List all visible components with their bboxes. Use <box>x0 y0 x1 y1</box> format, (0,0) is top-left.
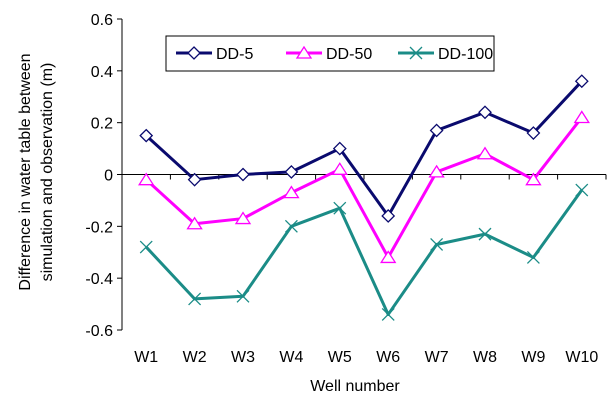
x-tick-label: W8 <box>473 349 497 366</box>
data-point-dd-50 <box>476 146 494 160</box>
legend-label-dd-100: DD-100 <box>438 46 493 63</box>
x-tick-label: W6 <box>376 349 400 366</box>
data-point-dd-5 <box>478 105 492 120</box>
series-line-dd-50 <box>145 116 583 259</box>
data-point-dd-100 <box>188 292 202 306</box>
data-point-dd-100 <box>236 289 250 303</box>
x-tick-label: W5 <box>328 349 352 366</box>
data-point-dd-100 <box>139 240 153 254</box>
data-point-dd-50 <box>234 211 252 225</box>
data-point-dd-50 <box>331 162 348 175</box>
legend-box <box>165 35 495 72</box>
data-point-dd-5 <box>429 123 444 138</box>
plot-area: 0.6 0.4 0.2 0 -0.2 -0.4 -0.6 W1 W2 W3 W4 W5 W6 W7 W8 W9… <box>85 12 607 366</box>
data-point-dd-5 <box>187 172 202 187</box>
x-tick-label: W9 <box>521 349 545 366</box>
data-point-dd-50 <box>380 250 397 264</box>
data-point-dd-5 <box>381 209 396 223</box>
y-tick-label: 0 <box>104 168 113 185</box>
data-point-dd-50 <box>283 185 300 199</box>
y-tick-label: 0.4 <box>91 64 113 81</box>
y-tick-label: -0.4 <box>85 271 113 288</box>
x-tick-label: W3 <box>231 349 255 366</box>
data-point-dd-100 <box>284 219 298 233</box>
legend-marker-dd-5 <box>187 46 201 60</box>
x-tick-label: W7 <box>425 349 449 366</box>
legend: DD-5 DD-50 DD-100 <box>165 35 495 72</box>
y-axis-title-line1: Difference in water table between <box>17 53 34 290</box>
x-tick-label: W2 <box>183 349 207 366</box>
y-tick-label: 0.2 <box>91 116 113 133</box>
legend-label-dd-50: DD-50 <box>326 46 372 63</box>
data-point-dd-5 <box>236 167 250 182</box>
series-line-dd-5 <box>145 80 583 218</box>
data-point-dd-5 <box>284 164 299 179</box>
legend-label-dd-5: DD-5 <box>216 46 253 63</box>
data-point-dd-5 <box>332 141 347 156</box>
data-point-dd-100 <box>430 238 444 251</box>
x-tick-label: W1 <box>134 349 158 366</box>
data-point-dd-5 <box>574 74 589 89</box>
y-tick-label: -0.2 <box>85 219 113 236</box>
data-point-dd-50 <box>428 164 445 178</box>
data-point-dd-100 <box>333 201 347 215</box>
data-point-dd-50 <box>525 172 542 186</box>
data-point-dd-5 <box>526 126 541 140</box>
data-point-dd-50 <box>138 172 155 186</box>
data-point-dd-100 <box>478 227 492 241</box>
y-axis-title-line2: simulation and observation (m) <box>39 63 56 282</box>
y-tick-label: -0.6 <box>85 323 113 340</box>
data-point-dd-100 <box>575 183 589 197</box>
x-tick-label: W10 <box>565 349 598 366</box>
data-point-dd-50 <box>573 110 590 124</box>
legend-marker-dd-50 <box>295 45 313 59</box>
data-point-dd-5 <box>139 128 154 143</box>
x-tick-label: W4 <box>279 349 303 366</box>
series-line-dd-100 <box>145 189 584 316</box>
x-axis-title: Well number <box>310 378 400 395</box>
data-point-dd-100 <box>381 307 395 321</box>
legend-marker-dd-100 <box>409 46 423 60</box>
data-point-dd-100 <box>526 250 540 264</box>
data-point-dd-50 <box>186 216 203 230</box>
y-tick-label: 0.6 <box>91 12 113 29</box>
